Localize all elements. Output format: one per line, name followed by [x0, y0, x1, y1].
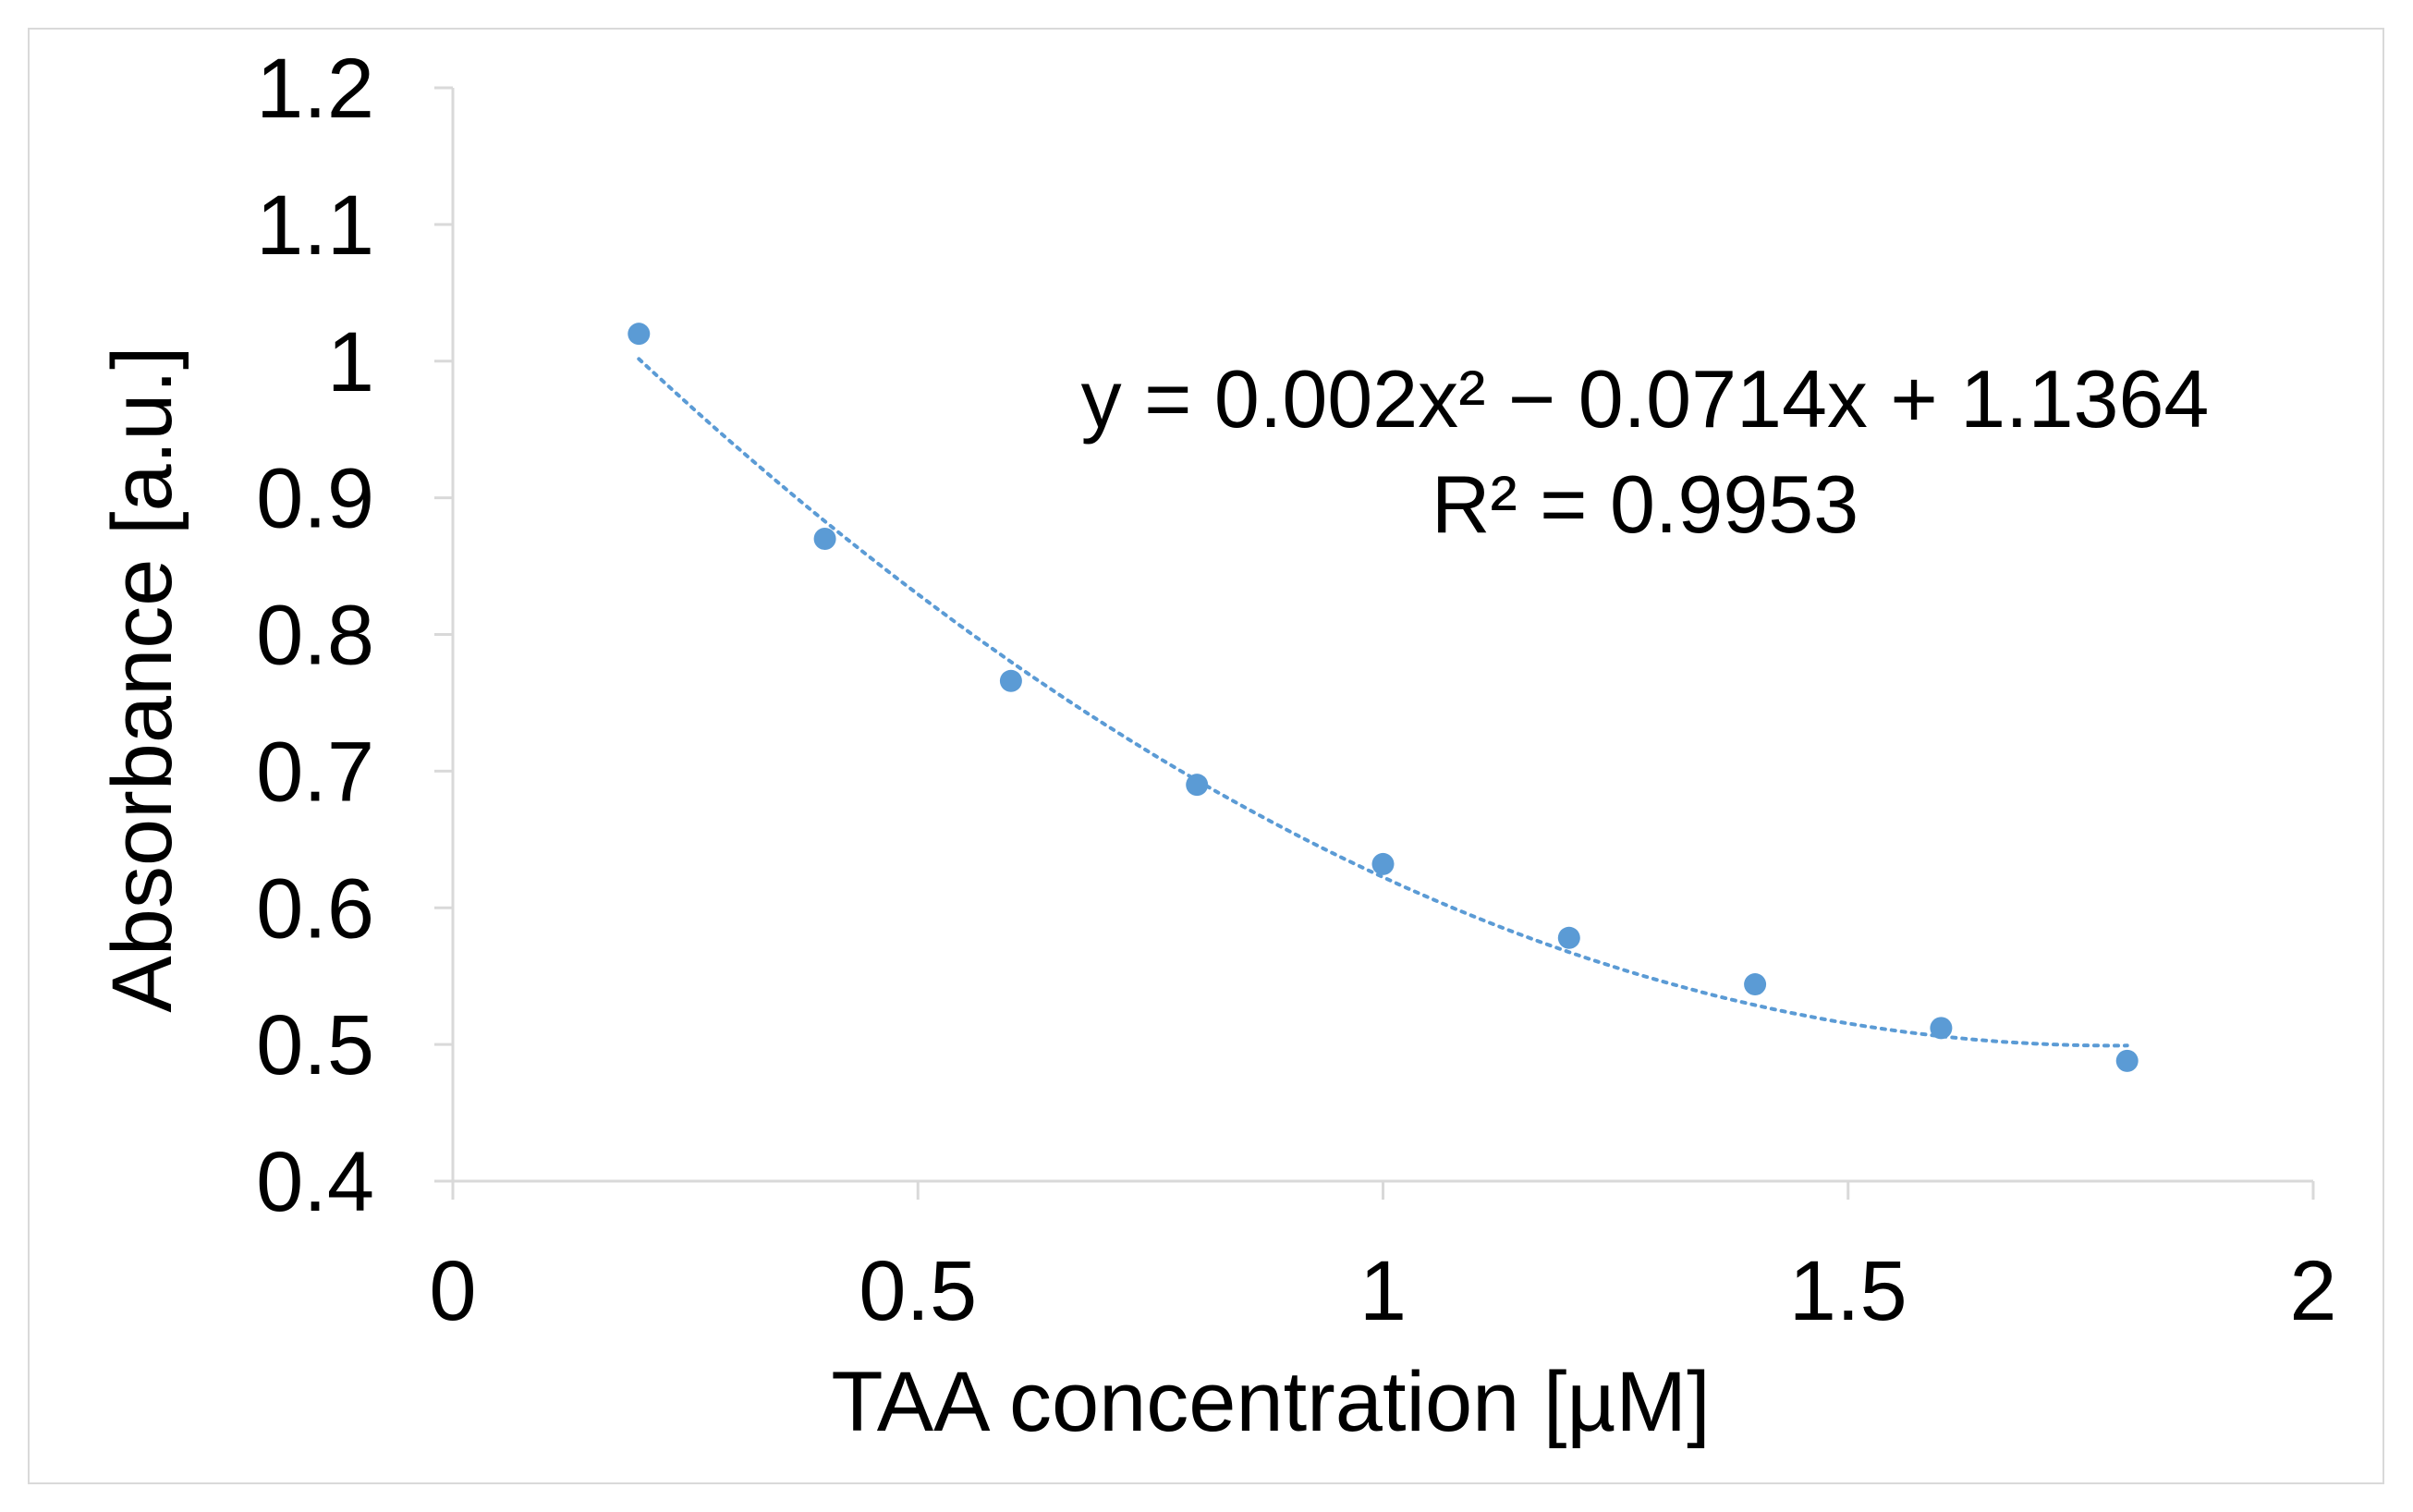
y-tick-label: 1 [327, 315, 374, 409]
data-points [628, 323, 2139, 1072]
axes: 0.4 0.5 0.6 0.7 0.8 0.9 1 1.1 1.2 0 0.5 1 1.5 2 [256, 42, 2336, 1338]
y-tick-label: 0.8 [256, 589, 374, 683]
y-tick-label: 0.4 [256, 1135, 374, 1229]
data-point [2115, 1049, 2139, 1072]
labels: TAA concentration [µM] Absorbance [a.u.]… [95, 346, 2209, 1449]
trendline-r-squared: R² = 0.9953 [1432, 458, 1858, 550]
y-axis-title: Absorbance [a.u.] [95, 346, 189, 1012]
x-tick-label: 0.5 [859, 1244, 977, 1338]
data-point [999, 669, 1022, 692]
y-tick-label: 0.9 [256, 452, 374, 546]
data-point [1371, 852, 1395, 875]
y-tick-label: 1.1 [256, 178, 374, 273]
y-tick-label: 0.5 [256, 998, 374, 1092]
trendline-equation: y = 0.002x² − 0.0714x + 1.1364 [1081, 353, 2210, 445]
y-tick-label: 1.2 [256, 42, 374, 136]
x-axis-title: TAA concentration [µM] [831, 1355, 1710, 1449]
y-tick-label: 0.7 [256, 725, 374, 819]
y-tick-label: 0.6 [256, 861, 374, 956]
data-point [813, 527, 836, 550]
x-tick-label: 1.5 [1789, 1244, 1907, 1338]
chart-frame [28, 28, 2384, 1484]
x-tick-label: 1 [1359, 1244, 1407, 1338]
x-tick-label: 0 [429, 1244, 476, 1338]
x-tick-label: 2 [2289, 1244, 2336, 1338]
data-point [628, 323, 651, 346]
data-point [1557, 926, 1580, 949]
trendline-curve [637, 357, 2129, 1048]
data-point [1930, 1017, 1953, 1040]
data-point [1744, 973, 1767, 996]
trendline-group [637, 357, 2129, 1048]
data-point [1186, 774, 1209, 797]
